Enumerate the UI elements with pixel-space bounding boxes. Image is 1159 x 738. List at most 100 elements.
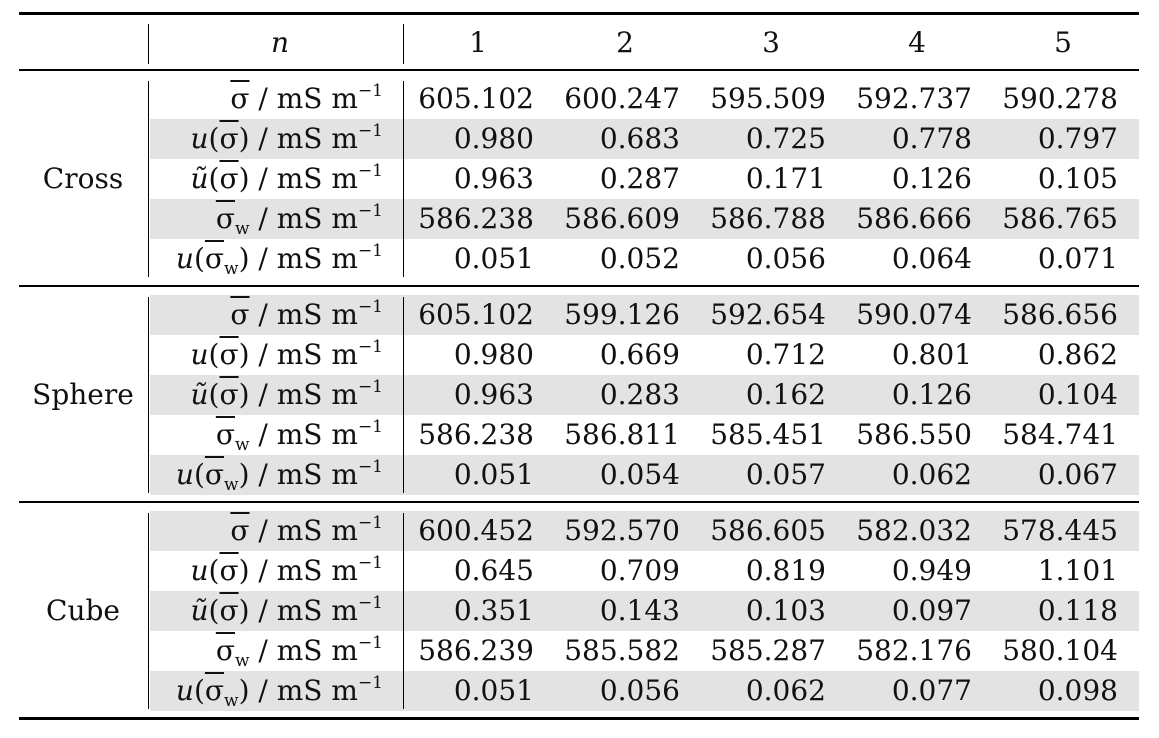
table-cell: 0.963 (453, 378, 534, 411)
table-cell: 0.062 (891, 458, 972, 491)
table-cell: 586.811 (564, 418, 680, 451)
row-label: u(σw) / mS m−1 (175, 673, 383, 711)
group-left-divider (148, 513, 149, 709)
row-shade (150, 455, 1139, 495)
row-shade (150, 375, 1139, 415)
table-cell: 0.725 (745, 122, 826, 155)
row-label: σ / mS m−1 (230, 513, 383, 547)
table-cell: 0.801 (891, 338, 972, 371)
table-cell: 586.609 (564, 202, 680, 235)
table-cell: 0.171 (745, 162, 826, 195)
group-right-divider (403, 81, 404, 277)
table-cell: 586.239 (418, 634, 534, 667)
row-label: ũ(σ) / mS m−1 (190, 377, 383, 411)
table-cell: 592.570 (564, 514, 680, 547)
table-cell: 0.283 (599, 378, 680, 411)
table-cell: 1.101 (1037, 554, 1118, 587)
group-label-sphere: Sphere (32, 378, 134, 411)
header-col-4: 4 (908, 26, 926, 59)
row-shade (150, 295, 1139, 335)
header-col-1: 1 (469, 26, 487, 59)
table-cell: 595.509 (710, 82, 826, 115)
row-label: σ / mS m−1 (230, 297, 383, 331)
header-left-divider (148, 24, 149, 64)
group-right-divider (403, 297, 404, 493)
table-cell: 0.963 (453, 162, 534, 195)
table-cell: 590.074 (856, 298, 972, 331)
table-cell: 0.126 (891, 378, 972, 411)
table-cell: 586.238 (418, 202, 534, 235)
table-cell: 0.067 (1037, 458, 1118, 491)
table-cell: 605.102 (418, 298, 534, 331)
row-label: u(σ) / mS m−1 (190, 121, 383, 155)
row-shade (150, 199, 1139, 239)
table-cell: 582.176 (856, 634, 972, 667)
table-cell: 600.247 (564, 82, 680, 115)
table-cell: 590.278 (1002, 82, 1118, 115)
table-cell: 0.052 (599, 242, 680, 275)
table-cell: 0.709 (599, 554, 680, 587)
table-cell: 0.077 (891, 674, 972, 707)
table-cell: 0.064 (891, 242, 972, 275)
table-cell: 0.097 (891, 594, 972, 627)
table-cell: 0.054 (599, 458, 680, 491)
header-n-label: n (270, 26, 290, 59)
bottom-rule (19, 717, 1139, 720)
table-cell: 0.980 (453, 122, 534, 155)
table-cell: 580.104 (1002, 634, 1118, 667)
table-cell: 586.765 (1002, 202, 1118, 235)
table-cell: 0.980 (453, 338, 534, 371)
row-shade (150, 511, 1139, 551)
table-cell: 0.051 (453, 674, 534, 707)
table-cell: 0.143 (599, 594, 680, 627)
table-cell: 582.032 (856, 514, 972, 547)
group-left-divider (148, 81, 149, 277)
table-cell: 0.287 (599, 162, 680, 195)
table-cell: 0.797 (1037, 122, 1118, 155)
table-cell: 0.862 (1037, 338, 1118, 371)
table-cell: 0.645 (453, 554, 534, 587)
table-cell: 586.656 (1002, 298, 1118, 331)
table-cell: 0.051 (453, 242, 534, 275)
row-label: σw / mS m−1 (215, 417, 383, 455)
group-left-divider (148, 297, 149, 493)
table-cell: 0.103 (745, 594, 826, 627)
table-cell: 0.056 (599, 674, 680, 707)
group-label-cross: Cross (42, 162, 124, 195)
table-cell: 0.949 (891, 554, 972, 587)
table-cell: 586.550 (856, 418, 972, 451)
table-cell: 585.582 (564, 634, 680, 667)
table-cell: 585.451 (710, 418, 826, 451)
row-label: u(σ) / mS m−1 (190, 337, 383, 371)
table-cell: 0.071 (1037, 242, 1118, 275)
table-cell: 586.605 (710, 514, 826, 547)
table-cell: 592.654 (710, 298, 826, 331)
table-cell: 0.669 (599, 338, 680, 371)
table-cell: 0.683 (599, 122, 680, 155)
table-cell: 0.105 (1037, 162, 1118, 195)
table-cell: 0.057 (745, 458, 826, 491)
row-label: u(σ) / mS m−1 (190, 553, 383, 587)
group-right-divider (403, 513, 404, 709)
table-cell: 605.102 (418, 82, 534, 115)
header-col-5: 5 (1054, 26, 1072, 59)
table-cell: 0.051 (453, 458, 534, 491)
table-cell: 0.712 (745, 338, 826, 371)
table-cell: 599.126 (564, 298, 680, 331)
row-label: ũ(σ) / mS m−1 (190, 593, 383, 627)
table-cell: 586.666 (856, 202, 972, 235)
table-cell: 0.351 (453, 594, 534, 627)
table-cell: 600.452 (418, 514, 534, 547)
table-cell: 0.056 (745, 242, 826, 275)
table-cell: 0.098 (1037, 674, 1118, 707)
table-cell: 0.162 (745, 378, 826, 411)
table-cell: 0.062 (745, 674, 826, 707)
table-cell: 0.819 (745, 554, 826, 587)
row-shade (150, 591, 1139, 631)
header-rule (19, 69, 1139, 71)
table-cell: 0.104 (1037, 378, 1118, 411)
table-cell: 0.778 (891, 122, 972, 155)
row-label: u(σw) / mS m−1 (175, 241, 383, 279)
table-cell: 0.126 (891, 162, 972, 195)
row-shade (150, 119, 1139, 159)
